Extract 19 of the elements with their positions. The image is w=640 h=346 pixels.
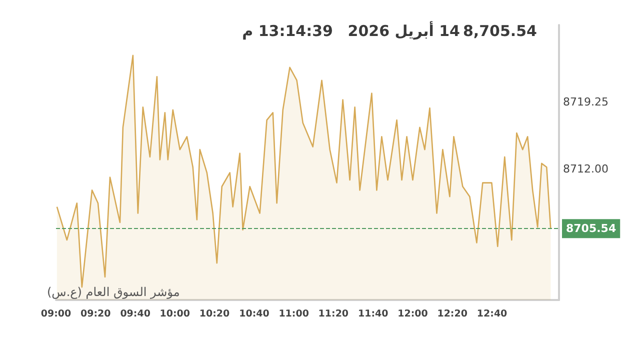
y-tick-label: 8719.25	[563, 96, 608, 109]
annotation: 14 أبريل 2026	[348, 22, 460, 40]
annotation: 8,705.54	[462, 22, 537, 40]
x-tick-label: 11:20	[318, 308, 349, 320]
x-tick-label: 10:40	[239, 308, 270, 320]
annotation: مؤشر السوق العام (ع.س)	[47, 285, 180, 299]
x-tick-label: 11:00	[278, 308, 310, 320]
y-tick-label: 8712.00	[563, 162, 608, 176]
x-tick-label: 09:00	[40, 308, 72, 320]
x-tick-label: 11:40	[358, 308, 389, 320]
x-tick-label: 12:00	[398, 308, 428, 320]
x-tick-label: 12:20	[437, 308, 468, 320]
x-tick-label: 09:40	[120, 308, 151, 320]
annotation: 13:14:39 م	[242, 22, 333, 40]
x-tick-label: 10:00	[160, 308, 190, 320]
x-tick-label: 12:40	[476, 308, 508, 320]
x-tick-label: 10:20	[199, 308, 230, 320]
x-tick-label: 09:20	[80, 308, 112, 320]
ref-line-label: 8705.54	[566, 222, 616, 236]
